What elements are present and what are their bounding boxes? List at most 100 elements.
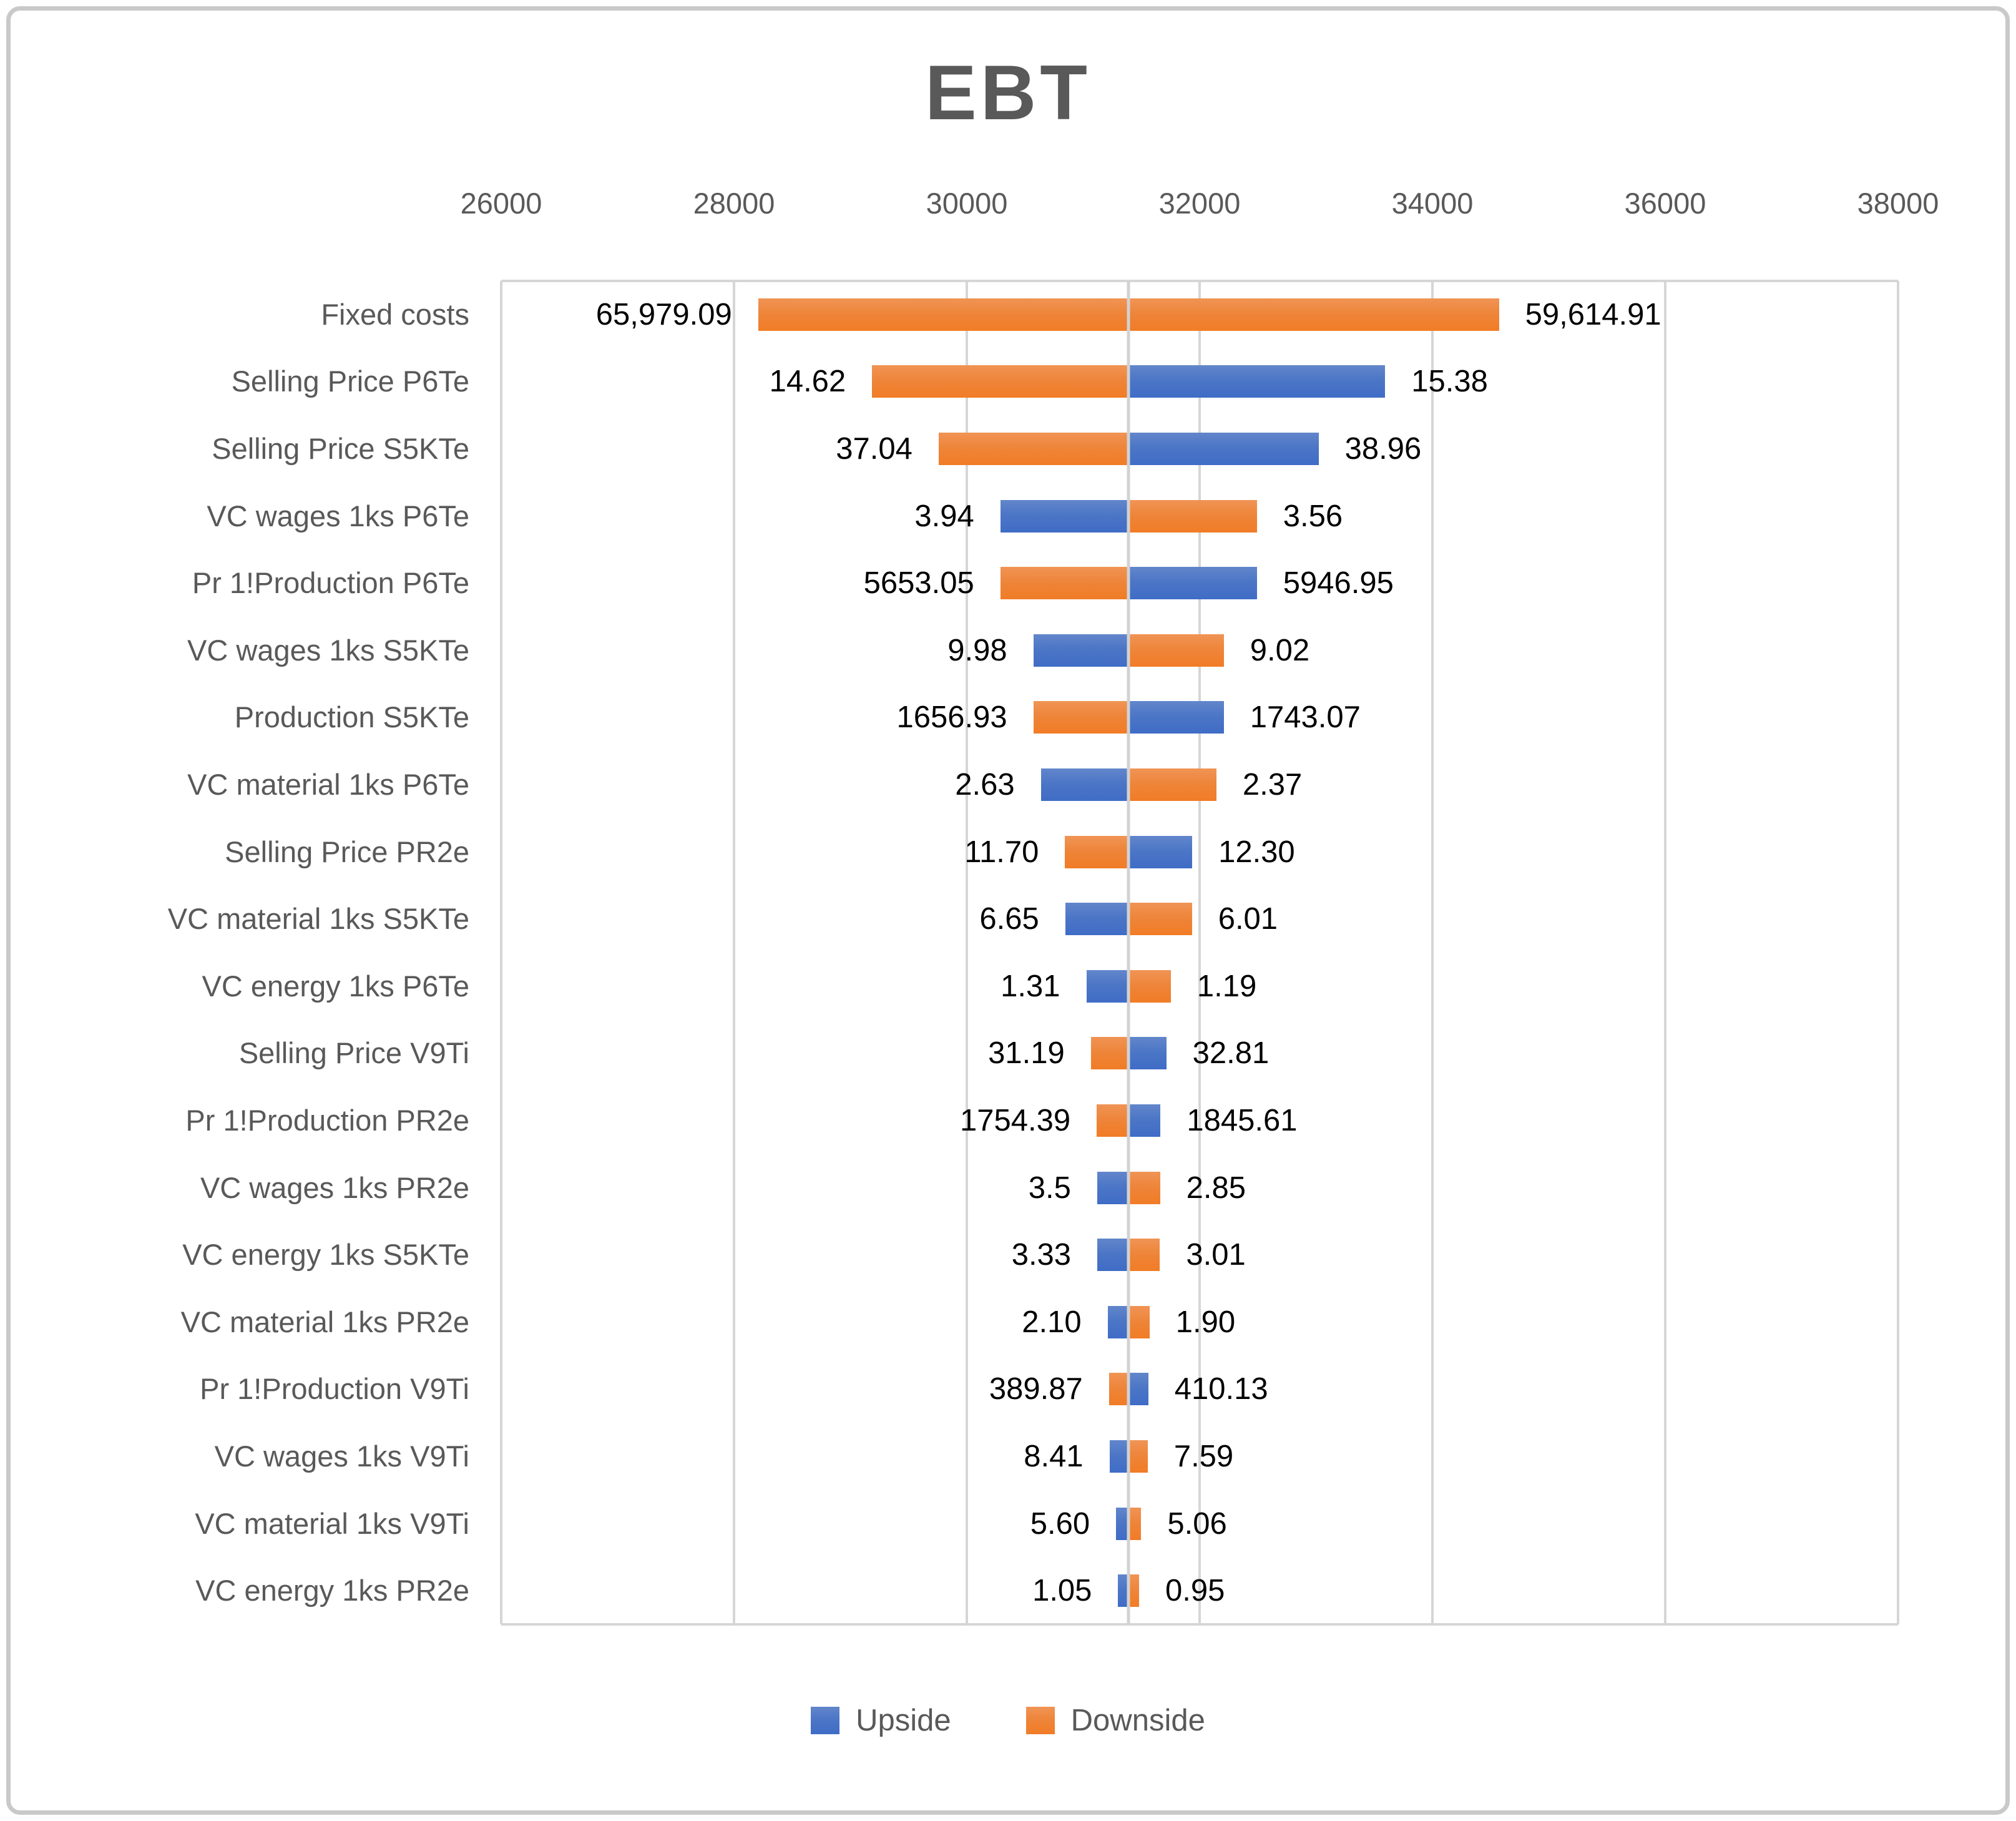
bar-downside-right[interactable]: [1128, 1507, 1142, 1540]
data-label-low: 5.60: [1030, 1506, 1090, 1541]
data-label-low: 8.41: [1024, 1440, 1084, 1473]
legend-item-downside[interactable]: Downside: [1025, 1702, 1205, 1739]
data-label-low: 37.04: [836, 432, 913, 466]
gridline: [733, 281, 735, 1624]
data-label-high: 1743.07: [1250, 700, 1361, 735]
data-label-high: 59,614.91: [1525, 297, 1661, 331]
bar-downside-right[interactable]: [1128, 1574, 1140, 1607]
bar-downside-left[interactable]: [758, 298, 1129, 331]
bar-upside-left[interactable]: [1097, 1171, 1129, 1204]
bar-downside-right[interactable]: [1128, 1239, 1160, 1272]
chart-title: EBT: [925, 50, 1091, 136]
gridline: [500, 281, 502, 1624]
category-label: VC wages 1ks P6Te: [207, 499, 469, 533]
bar-downside-left[interactable]: [1033, 701, 1129, 734]
bar-upside-left[interactable]: [1116, 1507, 1129, 1540]
bar-downside-left[interactable]: [1065, 835, 1129, 868]
legend: Upside Downside: [0, 1702, 2016, 1739]
legend-item-upside[interactable]: Upside: [811, 1702, 951, 1739]
bar-downside-right[interactable]: [1128, 1305, 1150, 1338]
data-label-high: 32.81: [1192, 1036, 1270, 1071]
data-label-high: 38.96: [1344, 432, 1422, 466]
data-label-low: 5653.05: [863, 566, 974, 601]
bar-downside-right[interactable]: [1128, 499, 1257, 533]
bar-upside-left[interactable]: [1040, 768, 1129, 801]
category-label: VC material 1ks PR2e: [180, 1305, 469, 1338]
category-label: VC energy 1ks PR2e: [195, 1574, 469, 1607]
axis-tick-label: 34000: [1391, 187, 1474, 220]
category-label: Production S5KTe: [234, 700, 469, 734]
category-label: Selling Price P6Te: [231, 365, 469, 398]
axis-tick-label: 30000: [926, 187, 1008, 220]
data-label-low: 6.65: [979, 902, 1039, 936]
bar-downside-left[interactable]: [1097, 1104, 1129, 1137]
bar-downside-right[interactable]: [1128, 768, 1216, 801]
bar-upside-right[interactable]: [1128, 1373, 1148, 1406]
bar-upside-left[interactable]: [1118, 1574, 1129, 1607]
category-label: Pr 1!Production V9Ti: [200, 1372, 469, 1406]
data-label-high: 5946.95: [1283, 566, 1394, 601]
bar-downside-left[interactable]: [872, 365, 1129, 398]
data-label-high: 2.85: [1186, 1171, 1246, 1205]
bar-upside-left[interactable]: [1065, 903, 1129, 936]
category-label: Selling Price V9Ti: [238, 1036, 469, 1070]
data-label-low: 11.70: [964, 835, 1039, 869]
bar-upside-right[interactable]: [1128, 835, 1193, 868]
category-label: VC wages 1ks S5KTe: [187, 633, 469, 667]
data-label-low: 1656.93: [896, 700, 1007, 735]
bar-upside-right[interactable]: [1128, 701, 1224, 734]
bar-downside-right[interactable]: [1128, 298, 1499, 331]
data-label-high: 0.95: [1165, 1574, 1225, 1608]
gridline: [1431, 281, 1434, 1624]
legend-label-downside: Downside: [1070, 1704, 1205, 1737]
data-label-low: 3.5: [1028, 1171, 1071, 1205]
axis-tick-label: 32000: [1158, 187, 1241, 220]
axis-tick-label: 38000: [1857, 187, 1939, 220]
bar-upside-right[interactable]: [1128, 1037, 1167, 1070]
bar-upside-left[interactable]: [1086, 969, 1129, 1003]
gridline: [966, 281, 968, 1624]
bar-downside-left[interactable]: [1108, 1373, 1129, 1406]
bar-upside-left[interactable]: [1033, 634, 1129, 667]
bar-upside-left[interactable]: [1107, 1305, 1129, 1338]
bar-downside-left[interactable]: [1000, 567, 1129, 600]
bar-downside-right[interactable]: [1128, 969, 1171, 1003]
data-label-high: 7.59: [1173, 1440, 1234, 1473]
data-label-high: 410.13: [1174, 1372, 1268, 1406]
bar-upside-right[interactable]: [1128, 433, 1319, 465]
category-label: VC wages 1ks PR2e: [200, 1171, 469, 1204]
data-label-high: 1.19: [1196, 969, 1257, 1003]
category-label: Selling Price PR2e: [225, 835, 469, 868]
downside-swatch-icon: [1025, 1707, 1055, 1734]
data-label-low: 3.94: [914, 499, 974, 533]
gridline: [1664, 281, 1666, 1624]
data-label-high: 9.02: [1250, 633, 1310, 667]
bar-upside-right[interactable]: [1128, 1104, 1161, 1137]
data-label-high: 15.38: [1411, 365, 1488, 399]
bar-upside-left[interactable]: [1109, 1440, 1129, 1473]
category-label: VC material 1ks V9Ti: [195, 1506, 469, 1540]
bar-upside-left[interactable]: [1000, 499, 1129, 533]
category-label: VC wages 1ks V9Ti: [214, 1440, 469, 1473]
bar-upside-right[interactable]: [1128, 567, 1257, 600]
data-label-low: 1.31: [1001, 969, 1060, 1003]
bar-downside-left[interactable]: [1090, 1037, 1129, 1070]
bar-downside-right[interactable]: [1128, 903, 1192, 936]
category-label: Selling Price S5KTe: [212, 432, 469, 465]
bar-downside-right[interactable]: [1128, 634, 1224, 667]
gridline: [1897, 281, 1899, 1624]
plot-border-bottom: [501, 1623, 1898, 1626]
data-label-high: 3.56: [1283, 499, 1343, 533]
bar-downside-right[interactable]: [1128, 1440, 1148, 1473]
data-label-low: 2.63: [955, 768, 1015, 802]
axis-tick-label: 28000: [693, 187, 775, 220]
bar-downside-right[interactable]: [1128, 1171, 1160, 1204]
bar-upside-right[interactable]: [1128, 365, 1386, 398]
bar-upside-left[interactable]: [1097, 1239, 1129, 1272]
bar-downside-left[interactable]: [938, 433, 1129, 465]
category-label: Pr 1!Production PR2e: [185, 1104, 469, 1137]
category-label: VC energy 1ks P6Te: [202, 969, 469, 1003]
upside-swatch-icon: [811, 1707, 840, 1734]
data-label-low: 1.05: [1032, 1574, 1092, 1608]
